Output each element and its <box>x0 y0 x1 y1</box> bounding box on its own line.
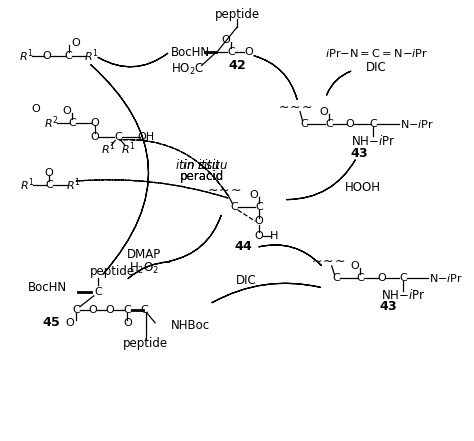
Text: NH$-$$i$Pr: NH$-$$i$Pr <box>381 288 425 303</box>
Text: H$_2$O$_2$: H$_2$O$_2$ <box>129 261 160 276</box>
Text: $R^1$: $R^1$ <box>121 140 136 157</box>
Text: NHBoc: NHBoc <box>171 319 210 333</box>
Text: O: O <box>350 261 359 271</box>
FancyArrowPatch shape <box>259 245 321 265</box>
Text: $R^1$: $R^1$ <box>84 48 99 64</box>
FancyArrowPatch shape <box>327 71 351 95</box>
Text: C: C <box>73 305 80 315</box>
Text: O: O <box>91 117 99 127</box>
Text: C: C <box>114 132 122 142</box>
Text: O: O <box>91 132 99 142</box>
Text: BocHN: BocHN <box>28 281 67 295</box>
Text: C: C <box>46 180 53 190</box>
Text: C: C <box>228 47 235 56</box>
Text: O: O <box>32 105 41 115</box>
Text: peracid: peracid <box>180 170 224 183</box>
Text: $it{in}$ $it{situ}$: $it{in}$ $it{situ}$ <box>175 158 228 172</box>
FancyArrowPatch shape <box>287 160 356 200</box>
Text: $R^1$: $R^1$ <box>101 140 116 157</box>
FancyArrowPatch shape <box>254 56 297 99</box>
Text: O: O <box>346 119 355 129</box>
FancyArrowPatch shape <box>212 283 320 303</box>
Text: HOOH: HOOH <box>345 181 381 194</box>
Text: O: O <box>245 47 253 56</box>
Text: $\mathbf{45}$: $\mathbf{45}$ <box>42 316 61 329</box>
Text: $R^2$: $R^2$ <box>44 114 59 131</box>
Text: O: O <box>71 38 80 48</box>
Text: C: C <box>300 119 308 129</box>
Text: O: O <box>105 305 114 315</box>
Text: O: O <box>319 107 328 117</box>
Text: $\mathbf{43}$: $\mathbf{43}$ <box>379 300 398 313</box>
Text: DIC: DIC <box>236 274 257 287</box>
Text: $\sim\!\!\sim\!\!\sim$: $\sim\!\!\sim\!\!\sim$ <box>205 183 242 196</box>
Text: $\mathbf{44}$: $\mathbf{44}$ <box>234 240 253 253</box>
Text: C: C <box>230 202 238 212</box>
Text: C: C <box>123 305 131 315</box>
Text: O: O <box>221 35 230 45</box>
Text: C: C <box>370 119 377 129</box>
Text: C: C <box>332 273 340 283</box>
Text: NH$-$$i$Pr: NH$-$$i$Pr <box>351 134 396 148</box>
Text: $i$Pr$-$N$=$C$=$N$-$$i$Pr: $i$Pr$-$N$=$C$=$N$-$$i$Pr <box>325 47 428 59</box>
Text: peptide: peptide <box>215 8 260 22</box>
Text: O: O <box>255 217 264 226</box>
Text: peracid: peracid <box>180 170 224 183</box>
Text: O: O <box>255 231 264 241</box>
Text: $\sim\!\!\sim\!\!\sim$: $\sim\!\!\sim\!\!\sim$ <box>276 100 312 113</box>
Text: $R^1$: $R^1$ <box>18 48 33 64</box>
Text: H: H <box>270 231 279 241</box>
Text: O: O <box>65 318 74 328</box>
Text: C: C <box>255 202 263 212</box>
FancyArrowPatch shape <box>76 180 228 198</box>
Text: $\sim\!\!\sim\!\!\sim$: $\sim\!\!\sim\!\!\sim$ <box>309 254 345 267</box>
Text: O: O <box>249 190 258 200</box>
Text: C: C <box>69 117 76 127</box>
Text: peptide: peptide <box>123 337 168 350</box>
Text: $R^1$: $R^1$ <box>19 176 34 193</box>
Text: N$-$$i$Pr: N$-$$i$Pr <box>429 272 463 284</box>
Text: C: C <box>325 119 333 129</box>
Text: HO$_2$C: HO$_2$C <box>171 61 204 77</box>
Text: DIC: DIC <box>366 61 387 74</box>
Text: $\mathbf{43}$: $\mathbf{43}$ <box>350 146 369 160</box>
Text: C: C <box>65 51 73 61</box>
FancyArrowPatch shape <box>169 215 221 262</box>
Text: $\it{in\ situ}$: $\it{in\ situ}$ <box>183 158 220 172</box>
Text: C: C <box>356 273 365 283</box>
Text: O: O <box>89 305 97 315</box>
Text: DMAP: DMAP <box>128 248 162 261</box>
Text: BocHN: BocHN <box>171 46 210 60</box>
Text: O: O <box>43 51 51 61</box>
Text: C: C <box>94 288 102 297</box>
Text: O: O <box>63 106 71 116</box>
Text: peptide: peptide <box>90 265 135 278</box>
Text: $R^1$: $R^1$ <box>66 176 81 193</box>
Text: $\mathbf{42}$: $\mathbf{42}$ <box>228 60 246 72</box>
Text: N$-$$i$Pr: N$-$$i$Pr <box>400 118 434 130</box>
Text: OH: OH <box>137 132 155 142</box>
FancyArrowPatch shape <box>128 262 170 279</box>
Text: O: O <box>123 318 132 328</box>
FancyArrowPatch shape <box>119 139 228 195</box>
Text: C: C <box>141 305 148 315</box>
FancyArrowPatch shape <box>98 53 168 67</box>
Text: O: O <box>45 168 54 178</box>
Text: C: C <box>399 273 407 283</box>
FancyArrowPatch shape <box>91 65 148 274</box>
Text: O: O <box>377 273 386 283</box>
